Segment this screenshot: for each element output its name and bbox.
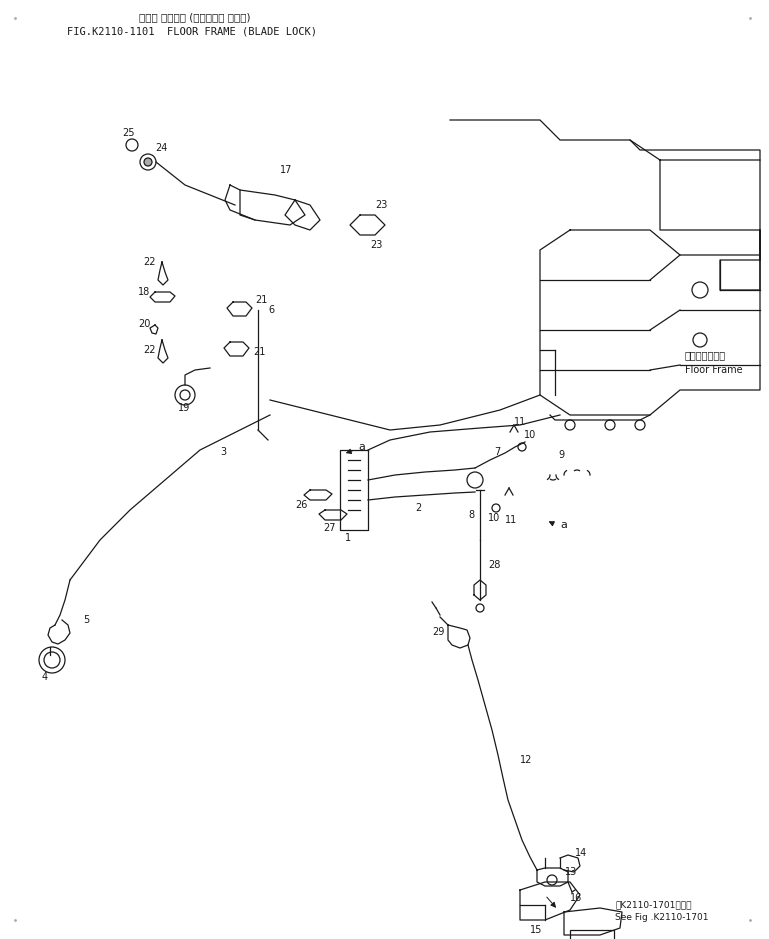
Text: 10: 10 [488, 513, 501, 523]
Text: 29: 29 [432, 627, 444, 637]
Text: 21: 21 [253, 347, 265, 357]
Text: 5: 5 [83, 615, 89, 625]
Text: 19: 19 [178, 403, 190, 413]
Text: 22: 22 [143, 257, 155, 267]
Text: 第K2110-1701図参照: 第K2110-1701図参照 [615, 901, 691, 910]
Text: フロア フレーム (ブレード・ ロック): フロア フレーム (ブレード・ ロック) [139, 12, 251, 22]
Text: a: a [358, 442, 365, 452]
Text: 20: 20 [138, 319, 151, 329]
Text: 15: 15 [530, 925, 542, 935]
Text: 2: 2 [415, 503, 421, 513]
Text: 1: 1 [345, 533, 351, 543]
Text: 4: 4 [42, 672, 48, 682]
Text: 18: 18 [138, 287, 150, 297]
Text: Floor Frame: Floor Frame [685, 365, 743, 375]
Text: 13: 13 [565, 867, 578, 877]
Text: 24: 24 [155, 143, 168, 153]
Text: 28: 28 [488, 560, 501, 570]
Text: 10: 10 [524, 430, 536, 440]
Text: フロアフレーム: フロアフレーム [685, 350, 726, 360]
Text: a: a [560, 520, 567, 530]
Text: 9: 9 [558, 450, 564, 460]
Text: 7: 7 [494, 447, 501, 457]
Text: 21: 21 [255, 295, 268, 305]
Text: 12: 12 [520, 755, 532, 765]
Text: 17: 17 [280, 165, 292, 175]
Text: 22: 22 [143, 345, 155, 355]
Text: 8: 8 [468, 510, 474, 520]
Text: 27: 27 [323, 523, 335, 533]
Text: 25: 25 [122, 128, 135, 138]
Text: See Fig .K2110-1701: See Fig .K2110-1701 [615, 914, 708, 922]
Text: 6: 6 [268, 305, 274, 315]
Text: 11: 11 [514, 417, 526, 427]
Text: 3: 3 [220, 447, 226, 457]
Bar [570, 930, 614, 939]
Text: 23: 23 [370, 240, 382, 250]
Text: FIG.K2110-1101  FLOOR FRAME (BLADE LOCK): FIG.K2110-1101 FLOOR FRAME (BLADE LOCK) [67, 27, 317, 37]
Text: 11: 11 [505, 515, 518, 525]
Text: 23: 23 [375, 200, 388, 210]
Text: 16: 16 [570, 893, 582, 903]
Circle shape [144, 158, 152, 166]
Text: 26: 26 [295, 500, 308, 510]
Text: 14: 14 [575, 848, 588, 858]
